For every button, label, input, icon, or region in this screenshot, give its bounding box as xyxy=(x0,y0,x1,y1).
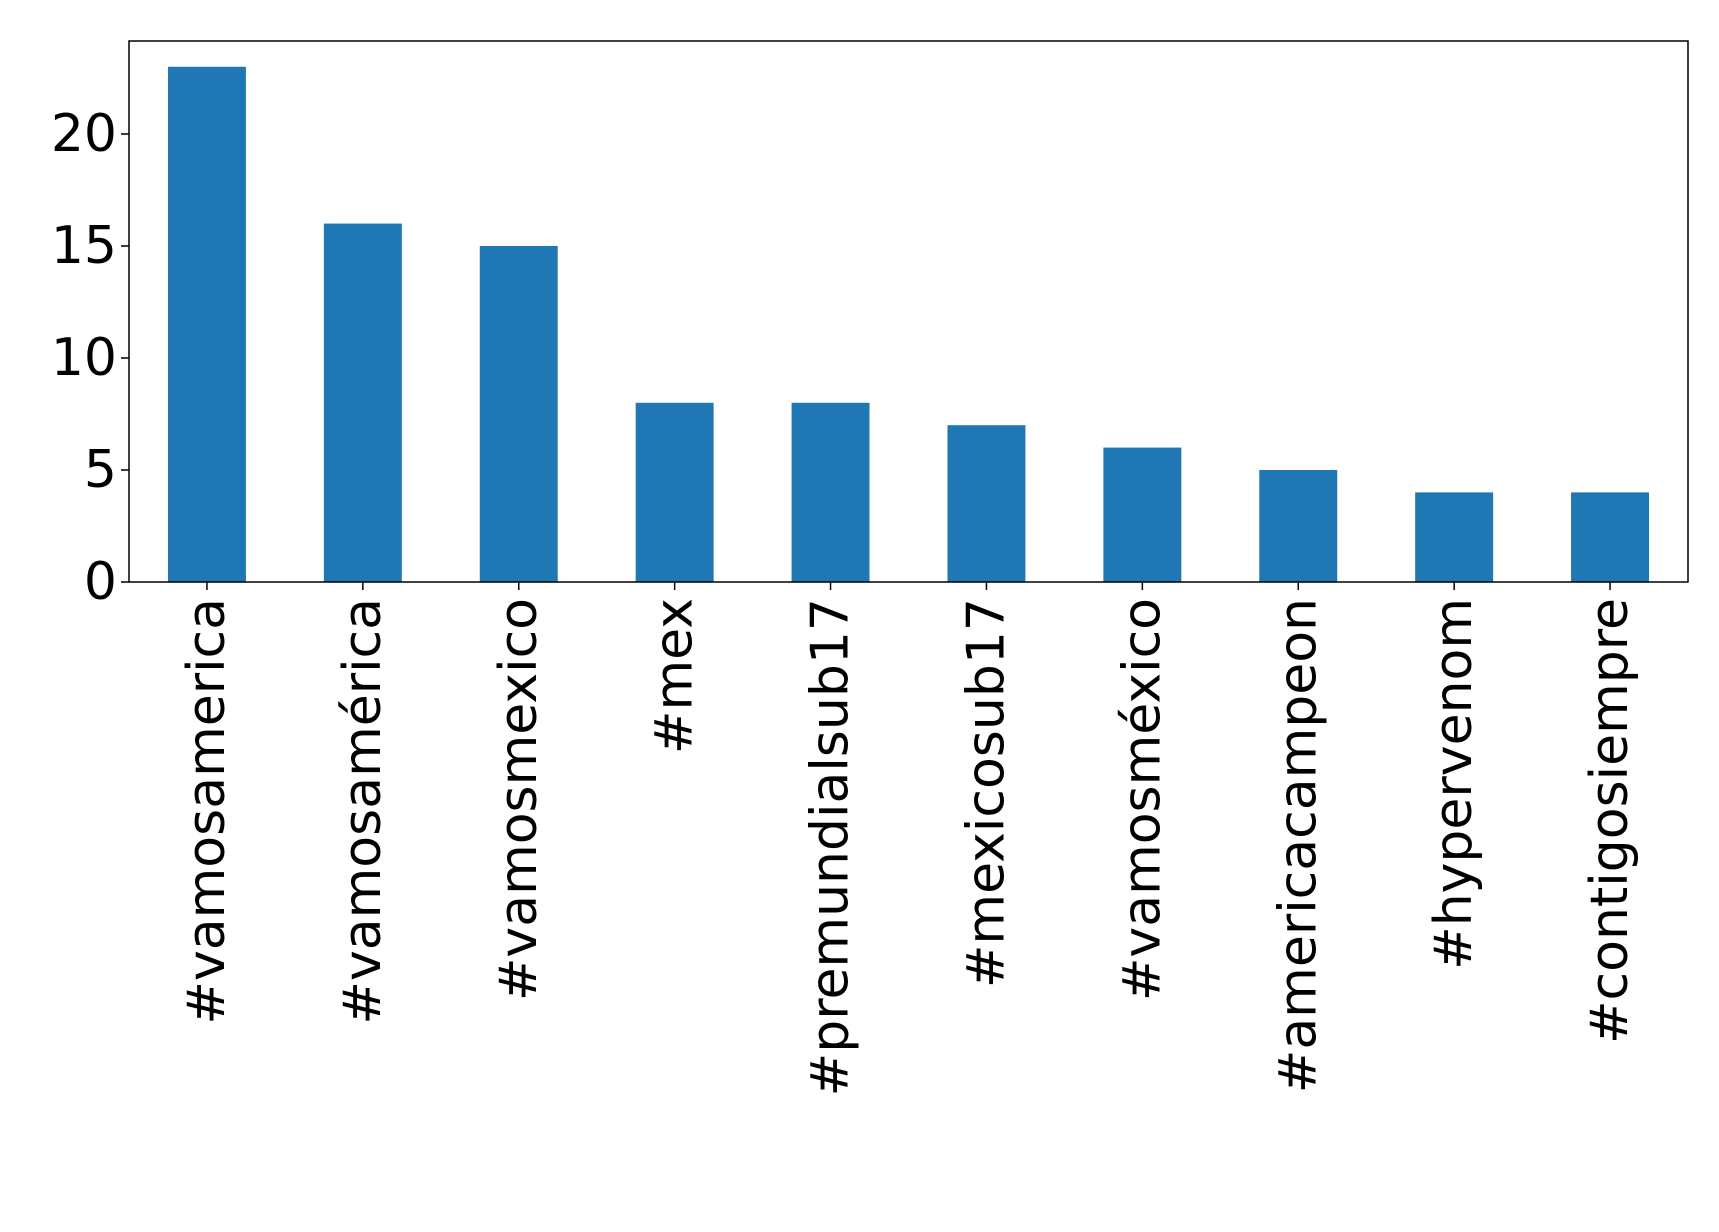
bar xyxy=(791,402,870,582)
y-tick-label: 5 xyxy=(84,440,117,500)
bar xyxy=(1415,492,1494,582)
y-tick-label: 20 xyxy=(51,104,117,164)
y-tick-label: 0 xyxy=(84,552,117,612)
bar xyxy=(1571,492,1650,582)
y-axis: 0 5 10 15 20 xyxy=(51,104,129,612)
bars-layer xyxy=(167,66,1650,583)
bar xyxy=(1103,447,1182,582)
y-tick-label: 10 xyxy=(51,328,117,388)
y-tick-label: 15 xyxy=(51,216,117,276)
bar xyxy=(947,425,1026,582)
x-tick-label: #premundialsub17 xyxy=(801,598,861,1096)
x-tick-label: #mex xyxy=(645,598,705,754)
bar xyxy=(323,223,402,583)
x-axis: #vamosamerica #vamosamérica #vamosmexico #m… xyxy=(177,582,1640,1096)
x-tick-label: #vamosamerica xyxy=(177,598,237,1025)
bar xyxy=(167,66,246,582)
bar xyxy=(1259,469,1338,582)
bar xyxy=(635,402,714,582)
x-tick-label: #vamosméxico xyxy=(1112,598,1172,1001)
x-tick-label: #mexicosub17 xyxy=(956,598,1016,988)
bar xyxy=(479,245,558,582)
x-tick-label: #contigosiempre xyxy=(1580,598,1640,1044)
x-tick-label: #vamosamérica xyxy=(333,598,393,1025)
x-tick-label: #americacampeon xyxy=(1268,598,1328,1093)
x-tick-label: #vamosmexico xyxy=(489,598,549,1001)
x-tick-label: #hypervenom xyxy=(1424,598,1484,970)
plot-frame xyxy=(128,40,1689,583)
